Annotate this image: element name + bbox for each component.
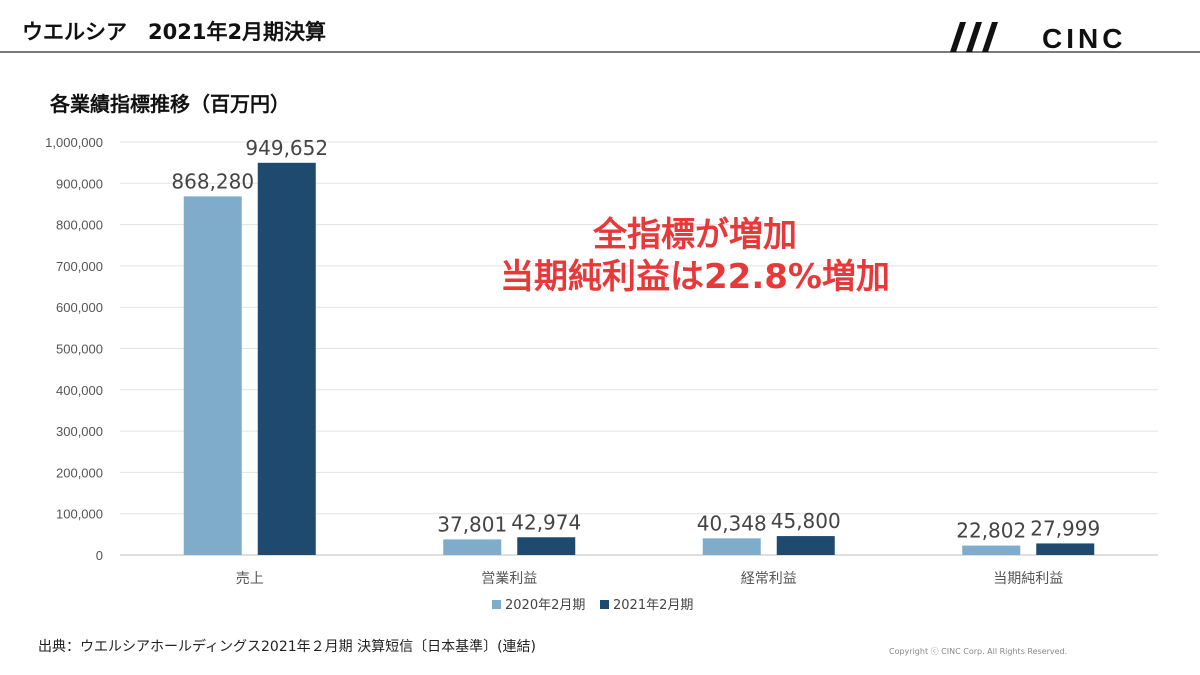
category-label: 経常利益 — [741, 571, 797, 587]
logo-text: CINC — [1042, 23, 1126, 54]
source-note: 出典：ウエルシアホールディングス2021年２月期 決算短信〔日本基準〕(連結) — [38, 639, 537, 655]
bar — [962, 545, 1021, 555]
bar — [183, 196, 242, 555]
bar — [776, 536, 835, 555]
slash-marks-icon — [950, 22, 998, 52]
highlight-line-1: 全指標が増加 — [593, 215, 797, 255]
copyright-notice: Copyright ⓒ CINC Corp. All Rights Reserv… — [889, 647, 1068, 656]
data-label: 868,280 — [171, 169, 254, 193]
y-tick-label: 900,000 — [56, 176, 103, 191]
header-divider — [0, 51, 1200, 53]
data-label: 949,652 — [245, 136, 328, 160]
bar — [1036, 543, 1095, 555]
chart-title: 各業績指標推移（百万円） — [50, 92, 290, 116]
data-label: 22,802 — [956, 519, 1026, 543]
y-tick-label: 800,000 — [56, 218, 103, 233]
bar — [257, 162, 316, 556]
y-tick-label: 300,000 — [56, 424, 103, 439]
data-label: 42,974 — [511, 510, 581, 534]
bar — [443, 539, 502, 555]
y-tick-label: 500,000 — [56, 342, 103, 357]
y-tick-label: 200,000 — [56, 465, 103, 480]
category-label: 当期純利益 — [993, 571, 1063, 587]
legend-label: 2020年2月期 — [505, 598, 585, 613]
bar — [702, 538, 761, 555]
bar — [517, 537, 576, 555]
data-label: 27,999 — [1030, 516, 1100, 540]
page-title: ウエルシア 2021年2月期決算 — [22, 20, 327, 44]
y-tick-label: 100,000 — [56, 507, 103, 522]
y-tick-label: 1,000,000 — [45, 135, 103, 150]
category-label: 営業利益 — [481, 571, 537, 587]
data-label: 40,348 — [697, 511, 767, 535]
cinc-logo: CINC — [950, 22, 1126, 54]
category-label: 売上 — [236, 571, 264, 587]
y-tick-label: 700,000 — [56, 259, 103, 274]
highlight-line-2: 当期純利益は22.8%増加 — [500, 257, 890, 297]
data-label: 37,801 — [437, 512, 507, 536]
y-tick-label: 0 — [96, 548, 103, 563]
legend-swatch — [600, 600, 609, 609]
y-tick-label: 400,000 — [56, 383, 103, 398]
y-tick-label: 600,000 — [56, 300, 103, 315]
legend-swatch — [492, 600, 501, 609]
data-label: 45,800 — [771, 509, 841, 533]
bar-chart: 0 100,000 200,000 300,000 400,000 500,000 600,… — [45, 135, 1158, 613]
legend-label: 2021年2月期 — [613, 598, 693, 613]
